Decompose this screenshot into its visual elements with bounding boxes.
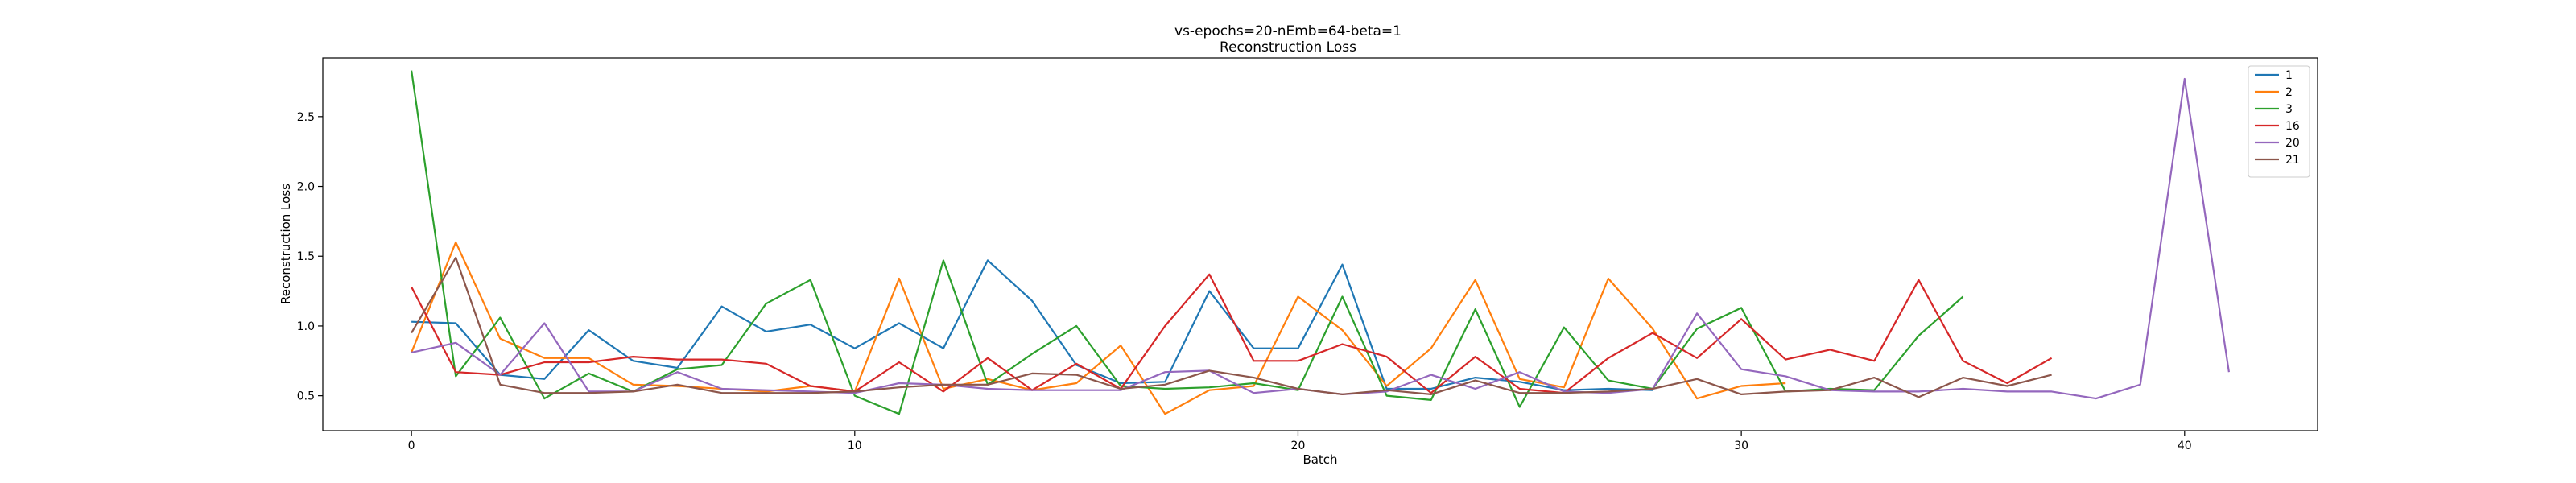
y-tick-label: 1.5 (297, 250, 315, 263)
series-line-21 (411, 256, 2052, 398)
axis-ticks: 0 10 20 30 40 0.5 1.0 1.5 2.0 2.5 (297, 111, 2192, 452)
series-line-2 (411, 241, 1786, 415)
y-tick-label: 1.0 (297, 320, 315, 333)
x-tick-label: 20 (1291, 440, 1306, 452)
x-tick-label: 10 (848, 440, 862, 452)
plot-area (411, 70, 2230, 415)
legend-label-20: 20 (2285, 137, 2300, 150)
x-tick-label: 0 (408, 440, 415, 452)
series-line-16 (411, 273, 2053, 394)
y-tick-label: 2.0 (297, 181, 315, 194)
y-tick-label: 0.5 (297, 390, 315, 403)
legend-box (2248, 65, 2310, 178)
legend-label-21: 21 (2285, 154, 2300, 167)
series-line-1 (411, 259, 1653, 391)
legend-label-3: 3 (2285, 103, 2293, 116)
legend-label-2: 2 (2285, 86, 2293, 99)
x-axis-label: Batch (1302, 452, 1337, 467)
y-axis-label: Reconstruction Loss (279, 184, 293, 304)
axes-frame (322, 57, 2318, 431)
x-tick-label: 40 (2178, 440, 2192, 452)
legend: 1 2 3 16 20 21 (2248, 65, 2310, 178)
chart-title: vs-epochs=20-nEmb=64-beta=1 (1174, 23, 1402, 39)
series-line-3 (411, 70, 1964, 415)
y-tick-label: 2.5 (297, 111, 315, 124)
legend-label-1: 1 (2285, 69, 2293, 82)
x-tick-label: 30 (1734, 440, 1748, 452)
legend-label-16: 16 (2285, 120, 2300, 133)
chart-subtitle: Reconstruction Loss (1220, 39, 1356, 56)
